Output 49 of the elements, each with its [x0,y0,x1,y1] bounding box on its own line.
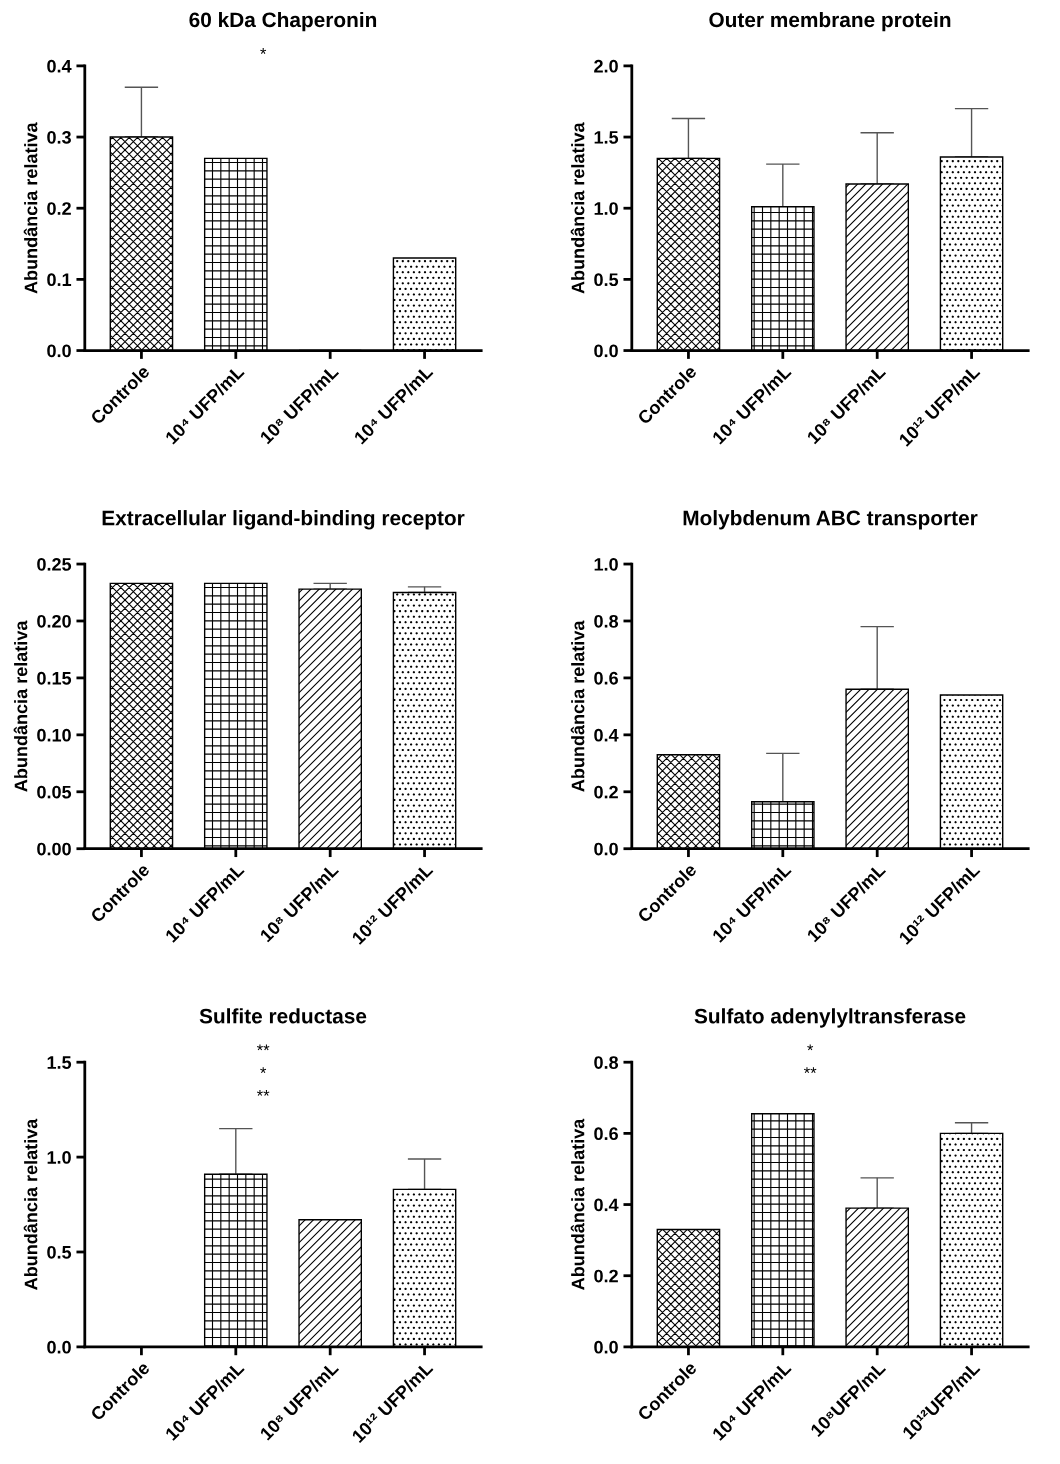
y-tick-label: 0.8 [594,1056,619,1069]
y-axis-title: Abundância relativa [23,122,38,294]
y-tick-label: 0.5 [47,1245,72,1259]
text: * [260,48,267,54]
y-tick-label: 0.4 [47,59,72,73]
y-tick-label: 0.6 [594,1127,618,1141]
chart-title: Extracellular ligand-binding receptor [102,510,465,530]
y-tick-label: 0.25 [37,557,72,571]
y-tick-label: 0.4 [594,1198,619,1212]
annotation: ** [256,1089,270,1096]
y-tick-label: 0.15 [37,671,72,685]
y-tick-label: 1.0 [47,1151,71,1164]
y-tick-label: 0.8 [594,614,619,628]
y-axis-title: Abundância relativa [570,122,585,294]
y-tick-label: 0.0 [47,1340,71,1354]
y-tick-label: 1.0 [594,202,618,215]
annotation: * [260,1067,267,1074]
text: * [807,1044,814,1051]
y-axis-title: Abundância relativa [23,1118,38,1290]
annotation: ** [803,1067,817,1074]
y-tick-label: 1.5 [47,1056,72,1069]
y-tick-label: 1.5 [594,131,619,144]
chart-title: Sulfato adenylyltransferase [694,1008,966,1028]
text: ** [256,1044,270,1051]
y-tick-label: 0.2 [594,1269,618,1283]
y-tick-label: 0.00 [37,842,71,856]
chart-title: 60 kDa Chaperonin [189,11,377,32]
y-tick-label: 0.5 [594,273,619,287]
y-tick-label: 0.05 [37,785,72,799]
chart-title: Molybdenum ABC transporter [683,510,978,530]
y-tick-label: 0.3 [47,130,71,144]
chart-title: Outer membrane protein [709,11,951,32]
y-axis-title: Abundância relativa [570,1118,585,1290]
y-axis-title: Abundância relativa [570,620,585,792]
y-tick-label: 0.4 [594,728,619,742]
y-tick-label: 0.2 [594,785,618,799]
y-tick-label: 0.10 [37,728,71,742]
y-tick-label: 0.0 [47,344,71,358]
y-tick-label: 0.0 [594,842,618,856]
chart-title: Sulfite reductase [199,1008,367,1024]
y-tick-label: 2.0 [594,59,618,73]
y-tick-label: 0.2 [47,202,71,215]
y-tick-label: 0.20 [37,614,71,628]
y-tick-label: 0.1 [47,273,72,287]
y-tick-label: 1.0 [594,557,618,571]
y-tick-label: 0.0 [594,1340,618,1354]
y-tick-label: 0.0 [594,344,618,358]
y-tick-label: 0.6 [594,671,618,685]
y-axis-title: Abundância relativa [13,620,28,792]
